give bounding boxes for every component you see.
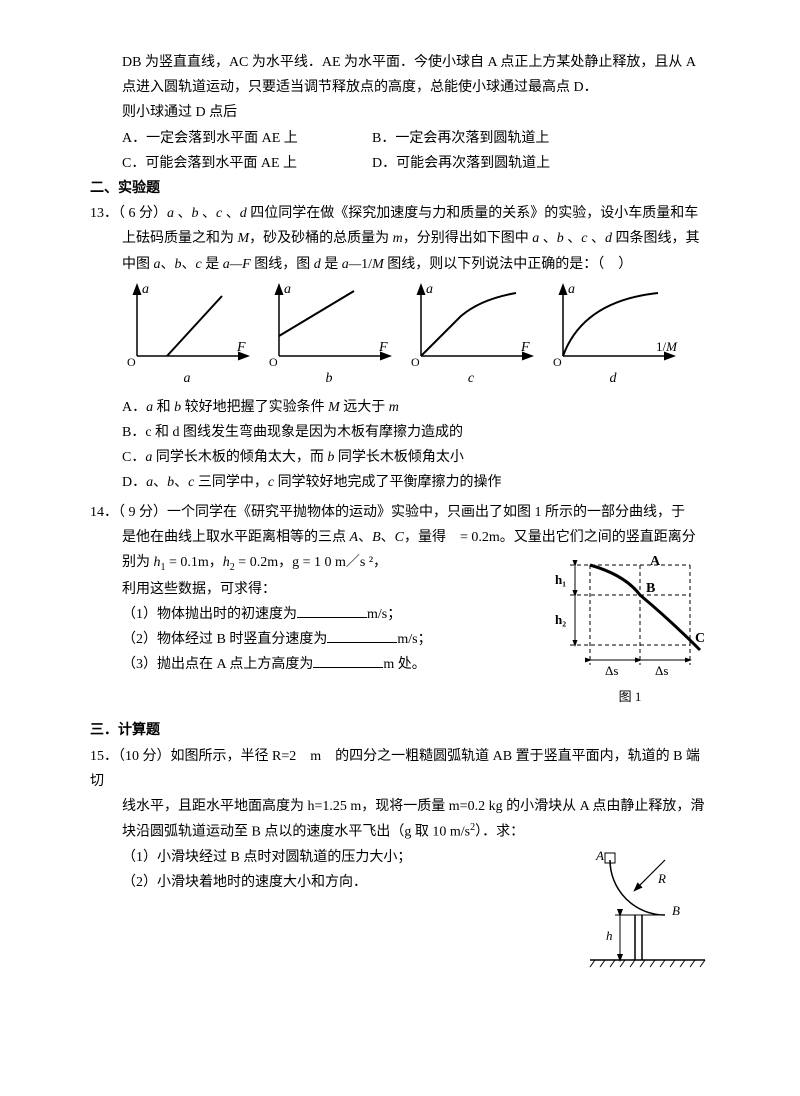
svg-text:h: h: [606, 928, 613, 943]
q14-num: 14．: [90, 505, 118, 520]
q14-pts: （ 9 分）: [118, 505, 167, 520]
graph-d-svg: a 1/M O: [548, 281, 678, 366]
svg-text:a: a: [142, 282, 149, 297]
graph-a-label: a: [122, 366, 252, 391]
graph-a-svg: a F O: [122, 281, 252, 366]
q12-opt-c: C．可能会落到水平面 AE 上: [122, 151, 372, 176]
q13-opt-b: B．c 和 d 图线发生弯曲现象是因为木板有摩擦力造成的: [90, 420, 710, 445]
svg-text:h₁: h₁: [555, 572, 566, 587]
section-2-title: 二、实验题: [90, 176, 710, 201]
q12-options-row2: C．可能会落到水平面 AE 上 D．可能会再次落到圆轨道上: [90, 151, 710, 176]
svg-text:h₂: h₂: [555, 612, 566, 627]
graph-c: a F O c: [406, 281, 536, 391]
svg-text:B: B: [672, 903, 680, 918]
q14-fig-caption: 图 1: [550, 685, 710, 708]
q14-figure: A B C h₁ h₂ Δs Δs 图 1: [550, 550, 710, 708]
graph-a: a F O a: [122, 281, 252, 391]
q12-opt-a: A．一定会落到水平面 AE 上: [122, 126, 372, 151]
q13-opt-a: A．a 和 b 较好地把握了实验条件 M 远大于 m: [90, 395, 710, 420]
q12-continuation: DB 为竖直直线，AC 为水平线．AE 为水平面．今使小球自 A 点正上方某处静…: [90, 50, 710, 100]
svg-text:F: F: [520, 340, 530, 355]
q13-opt-c: C．a 同学长木板的倾角太大，而 b 同学长木板倾角太小: [90, 445, 710, 470]
svg-text:Δs: Δs: [655, 663, 668, 678]
graph-d: a 1/M O d: [548, 281, 678, 391]
q12-line2: 则小球通过 D 点后: [90, 100, 710, 125]
q15: 15．（10 分）如图所示，半径 R=2 m 的四分之一粗糙圆弧轨道 AB 置于…: [90, 744, 710, 896]
q13-text-cont: 上砝码质量之和为 M，砂及砂桶的总质量为 m，分别得出如下图中 a 、b 、c …: [90, 226, 710, 276]
graph-c-svg: a F O: [406, 281, 536, 366]
graph-b-label: b: [264, 366, 394, 391]
q15-pts: （10 分）: [118, 749, 171, 764]
svg-text:B: B: [646, 581, 655, 596]
graph-b: a F O b: [264, 281, 394, 391]
svg-text:F: F: [378, 340, 388, 355]
svg-text:R: R: [657, 871, 666, 886]
svg-text:O: O: [127, 355, 136, 366]
svg-text:1/M: 1/M: [656, 339, 678, 354]
q13-num: 13．: [90, 206, 118, 221]
svg-text:a: a: [426, 282, 433, 297]
q13-opt-d: D．a、b、c 三同学中，c 同学较好地完成了平衡摩擦力的操作: [90, 470, 710, 495]
graph-b-svg: a F O: [264, 281, 394, 366]
q13-graphs: a F O a a F O b a F O c: [90, 277, 710, 395]
section-3-title: 三．计算题: [90, 718, 710, 743]
graph-c-label: c: [406, 366, 536, 391]
q14: 14．（ 9 分）一个同学在《研究平抛物体的运动》实验中，只画出了如图 1 所示…: [90, 500, 710, 678]
svg-text:O: O: [411, 355, 420, 366]
q12-text-line1: DB 为竖直直线，AC 为水平线．AE 为水平面．今使小球自 A 点正上方某处静…: [122, 55, 695, 95]
svg-text:O: O: [269, 355, 278, 366]
svg-text:Δs: Δs: [605, 663, 618, 678]
q15-num: 15．: [90, 749, 118, 764]
q12-options-row1: A．一定会落到水平面 AE 上 B．一定会再次落到圆轨道上: [90, 126, 710, 151]
svg-text:C: C: [695, 631, 705, 646]
q15-figure: A B R h: [580, 845, 710, 975]
q13: 13．（ 6 分）a 、b 、c 、d 四位同学在做《探究加速度与力和质量的关系…: [90, 201, 710, 277]
svg-text:A: A: [650, 554, 661, 569]
svg-text:a: a: [568, 282, 575, 297]
q13-pts: （ 6 分）: [118, 206, 167, 221]
q12-opt-d: D．可能会再次落到圆轨道上: [372, 151, 550, 176]
svg-text:F: F: [236, 340, 246, 355]
svg-text:a: a: [284, 282, 291, 297]
graph-d-label: d: [548, 366, 678, 391]
q12-opt-b: B．一定会再次落到圆轨道上: [372, 126, 549, 151]
svg-text:A: A: [595, 848, 604, 863]
svg-text:O: O: [553, 355, 562, 366]
